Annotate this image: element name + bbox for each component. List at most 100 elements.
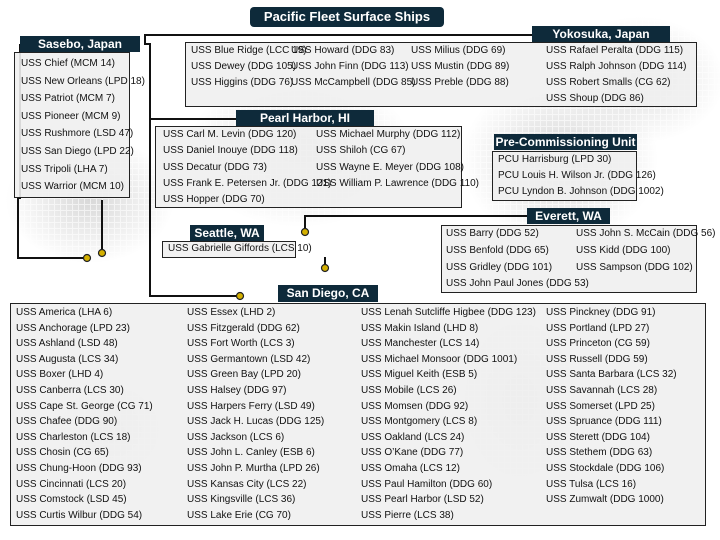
ship-entry: USS Tripoli (LHA 7)	[21, 163, 108, 175]
ship-entry: USS Frank E. Petersen Jr. (DDG 121)	[163, 177, 332, 189]
yokosuka-connector	[144, 34, 532, 297]
ship-entry: USS Essex (LHD 2)	[187, 307, 276, 318]
ship-entry: USS Tulsa (LCS 16)	[546, 478, 637, 490]
yokosuka-header: Yokosuka, Japan	[532, 26, 670, 42]
ship-entry: USS Chief (MCM 14)	[21, 58, 115, 69]
pearl-dot	[235, 291, 245, 301]
ship-entry: USS Kidd (DDG 100)	[576, 244, 671, 256]
ship-entry: USS Charleston (LCS 18)	[16, 431, 131, 443]
san-diego-header: San Diego, CA	[278, 285, 378, 302]
sasebo-list: USS Chief (MCM 14) USS New Orleans (LPD 1…	[14, 52, 145, 198]
ship-entry: USS Sterett (DDG 104)	[546, 431, 650, 443]
ship-entry: PCU Louis H. Wilson Jr. (DDG 126)	[498, 170, 656, 181]
ship-entry: USS Michael Monsoor (DDG 1001)	[361, 353, 518, 365]
ship-entry: USS Carl M. Levin (DDG 120)	[163, 129, 297, 140]
ship-entry: USS Germantown (LSD 42)	[187, 353, 311, 365]
ship-entry: USS Savannah (LCS 28)	[546, 385, 658, 396]
ship-entry: USS Patriot (MCM 7)	[21, 93, 115, 105]
ship-entry: USS Fitzgerald (DDG 62)	[187, 322, 300, 334]
ship-entry: USS Momsen (DDG 92)	[361, 400, 469, 412]
ship-entry: USS Michael Murphy (DDG 112)	[316, 129, 461, 140]
ship-entry: USS Gridley (DDG 101)	[446, 261, 553, 273]
ship-entry: USS Higgins (DDG 76)	[191, 77, 294, 88]
ship-entry: USS Russell (DDG 59)	[546, 353, 648, 365]
pearl-harbor-header: Pearl Harbor, HI	[236, 110, 374, 126]
ship-entry: USS New Orleans (LPD 18)	[21, 75, 145, 87]
ship-entry: USS Halsey (DDG 97)	[187, 385, 287, 396]
ship-entry: USS John P. Murtha (LPD 26)	[187, 463, 320, 474]
ship-entry: USS Chosin (CG 65)	[16, 447, 109, 459]
ship-entry: USS Daniel Inouye (DDG 118)	[163, 145, 298, 157]
ship-entry: USS Montgomery (LCS 8)	[361, 416, 478, 428]
ship-entry: USS Ralph Johnson (DDG 114)	[546, 61, 687, 72]
everett-connector	[304, 215, 527, 232]
ship-entry: USS Canberra (LCS 30)	[16, 385, 124, 396]
ship-entry: USS Pioneer (MCM 9)	[21, 110, 121, 122]
ship-entry: USS Lake Erie (CG 70)	[187, 509, 291, 521]
ship-entry: USS Gabrielle Giffords (LCS 10)	[168, 243, 312, 254]
ship-entry: USS Cape St. George (CG 71)	[16, 400, 153, 412]
ship-entry: USS Chafee (DDG 90)	[16, 416, 118, 428]
ship-entry: USS Boxer (LHD 4)	[16, 369, 104, 381]
everett-header: Everett, WA	[527, 208, 610, 224]
sasebo-header: Sasebo, Japan	[20, 36, 140, 52]
sandiego-dot	[320, 263, 330, 273]
ship-entry: USS Oakland (LCS 24)	[361, 431, 465, 443]
ship-entry: USS Augusta (LCS 34)	[16, 353, 119, 365]
ship-entry: USS Rushmore (LSD 47)	[21, 128, 134, 140]
ship-entry: USS Cincinnati (LCS 20)	[16, 478, 127, 490]
ship-entry: USS Somerset (LPD 25)	[546, 400, 655, 412]
ship-entry: USS Benfold (DDG 65)	[446, 244, 549, 256]
ship-entry: USS Makin Island (LHD 8)	[361, 322, 479, 334]
yokosuka-list: USS Blue Ridge (LCC 19) USS Dewey (DDG 10…	[185, 42, 697, 107]
ship-entry: USS Pearl Harbor (LSD 52)	[361, 494, 484, 506]
ship-entry: USS William P. Lawrence (DDG 110)	[316, 177, 480, 189]
seattle-header: Seattle, WA	[190, 225, 264, 241]
pcu-header: Pre-Commissioning Unit	[494, 134, 637, 150]
ship-entry: USS Decatur (DDG 73)	[163, 161, 267, 173]
ship-entry: USS Omaha (LCS 12)	[361, 463, 460, 474]
ship-entry: USS John Finn (DDG 113)	[291, 61, 409, 72]
ship-entry: USS Comstock (LSD 45)	[16, 494, 127, 506]
ship-entry: USS Chung-Hoon (DDG 93)	[16, 463, 142, 474]
ship-entry: USS Dewey (DDG 105)	[191, 61, 297, 72]
ship-entry: USS McCampbell (DDG 85)	[291, 77, 416, 88]
ship-entry: USS Green Bay (LPD 20)	[187, 369, 301, 381]
sasebo-dot	[82, 253, 92, 263]
ship-entry: USS Fort Worth (LCS 3)	[187, 338, 295, 350]
ship-entry: USS Princeton (CG 59)	[546, 338, 650, 350]
ship-entry: USS Zumwalt (DDG 1000)	[546, 494, 664, 506]
ship-entry: USS Pinckney (DDG 91)	[546, 307, 656, 318]
ship-entry: USS Wayne E. Meyer (DDG 108)	[316, 161, 465, 173]
ship-entry: USS Barry (DDG 52)	[446, 228, 539, 239]
ship-entry: USS Jackson (LCS 6)	[187, 431, 285, 443]
ship-entry: USS John L. Canley (ESB 6)	[187, 447, 315, 459]
ship-entry: USS Curtis Wilbur (DDG 54)	[16, 509, 143, 521]
ship-entry: USS Blue Ridge (LCC 19)	[191, 45, 307, 56]
ship-entry: USS Kingsville (LCS 36)	[187, 494, 296, 506]
ship-entry: USS Miguel Keith (ESB 5)	[361, 369, 478, 381]
ship-entry: USS Harpers Ferry (LSD 49)	[187, 400, 315, 412]
ship-entry: USS Stethem (DDG 63)	[546, 447, 653, 459]
ship-entry: USS Mustin (DDG 89)	[411, 61, 510, 72]
san-diego-list: USS America (LHA 6) USS Anchorage (LPD 23…	[10, 303, 706, 526]
pearl-harbor-list: USS Carl M. Levin (DDG 120) USS Daniel In…	[155, 126, 479, 208]
ship-entry: USS Paul Hamilton (DDG 60)	[361, 478, 493, 490]
ship-entry: USS Pierre (LCS 38)	[361, 509, 454, 521]
ship-entry: USS Kansas City (LCS 22)	[187, 478, 307, 490]
ship-entry: USS Rafael Peralta (DDG 115)	[546, 45, 684, 56]
ship-entry: USS Santa Barbara (LCS 32)	[546, 369, 677, 381]
everett-list: USS Barry (DDG 52) USS Benfold (DDG 65) US…	[441, 225, 716, 293]
ship-entry: USS Preble (DDG 88)	[411, 77, 509, 88]
ship-entry: PCU Lyndon B. Johnson (DDG 1002)	[498, 186, 664, 197]
yokosuka-dot	[97, 248, 107, 258]
seattle-list: USS Gabrielle Giffords (LCS 10)	[162, 241, 312, 258]
ship-entry: PCU Harrisburg (LPD 30)	[498, 154, 612, 165]
ship-entry: USS Shoup (DDG 86)	[546, 93, 644, 104]
ship-entry: USS Howard (DDG 83)	[291, 45, 395, 56]
ship-entry: USS Ashland (LSD 48)	[16, 338, 118, 350]
seattle-dot	[300, 227, 310, 237]
ship-entry: USS Manchester (LCS 14)	[361, 338, 480, 350]
ship-entry: USS Warrior (MCM 10)	[21, 181, 124, 193]
ship-entry: USS Hopper (DDG 70)	[163, 194, 265, 206]
